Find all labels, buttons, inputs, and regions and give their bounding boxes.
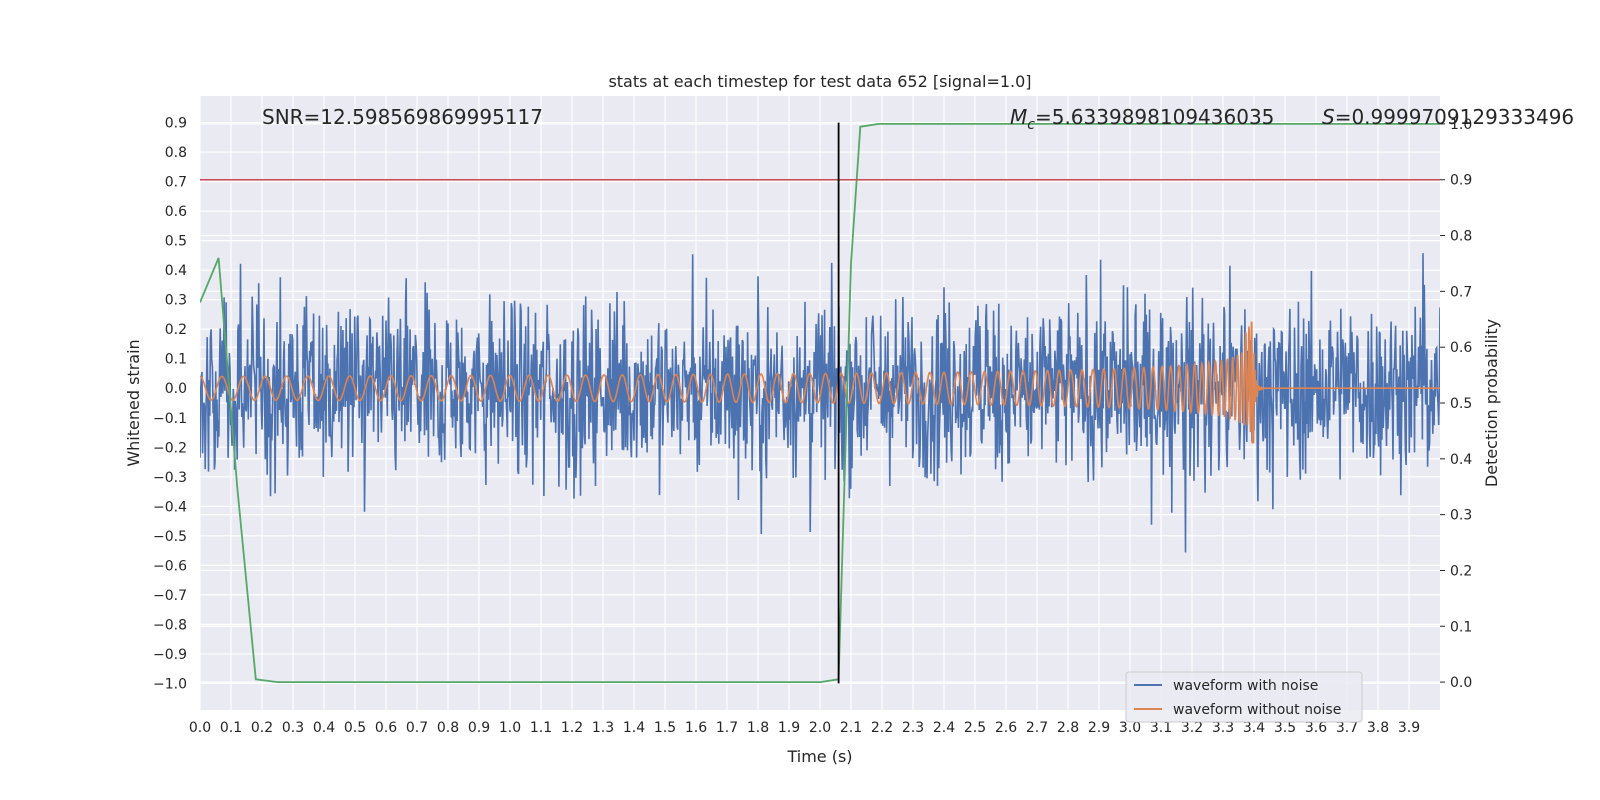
y2-tick-label: 0.3: [1450, 508, 1472, 524]
legend-label-noise: waveform with noise: [1173, 678, 1318, 694]
y2-tick-label: 0.8: [1450, 229, 1472, 245]
x-tick-label: 1.6: [685, 720, 707, 736]
y2-tick-label: 0.9: [1450, 173, 1472, 189]
x-tick-label: 1.3: [592, 720, 614, 736]
x-tick-label: 3.8: [1367, 720, 1389, 736]
x-tick-label: 0.0: [189, 720, 211, 736]
mc-annotation: Mc=5.6339898109436035: [1010, 105, 1274, 133]
x-tick-label: 1.1: [530, 720, 552, 736]
y-tick-label: −0.4: [153, 499, 187, 515]
x-tick-label: 2.2: [871, 720, 893, 736]
x-tick-label: 2.6: [995, 720, 1017, 736]
y2-tick-label: 0.4: [1450, 452, 1472, 468]
y-tick-label: 0.9: [165, 116, 187, 132]
x-tick-label: 2.3: [902, 720, 924, 736]
y-tick-label: 0.0: [165, 381, 187, 397]
x-tick-label: 1.9: [778, 720, 800, 736]
x-tick-label: 0.7: [406, 720, 428, 736]
x-tick-label: 2.5: [964, 720, 986, 736]
y-tick-label: −0.3: [153, 470, 187, 486]
y2-tick-label: 0.7: [1450, 284, 1472, 300]
y-axis-label: Whitened strain: [124, 339, 143, 466]
x-tick-label: 0.5: [344, 720, 366, 736]
s-annotation: S=0.9999709129333496: [1322, 105, 1574, 129]
y2-tick-label: 0.5: [1450, 396, 1472, 412]
y-tick-label: −0.8: [153, 617, 187, 633]
x-tick-label: 2.7: [1026, 720, 1048, 736]
series-layer: [200, 122, 1440, 684]
y-tick-label: 0.1: [165, 352, 187, 368]
y-tick-label: 0.4: [165, 263, 187, 279]
y-axis-ticks: 0.9 0.8 0.7 0.6 0.5 0.4 0.3 0.2 0.1 0.0 −0.1 −0.2 −0…: [153, 116, 187, 693]
x-tick-label: 1.4: [623, 720, 645, 736]
y-tick-label: −0.1: [153, 411, 187, 427]
y-tick-label: −0.9: [153, 647, 187, 663]
legend-box: [1125, 671, 1363, 723]
x-tick-label: 0.1: [220, 720, 242, 736]
y2-axis-label: Detection probability: [1482, 319, 1501, 487]
y-tick-label: 0.2: [165, 322, 187, 338]
legend: waveform with noise waveform without noi…: [1125, 671, 1363, 723]
snr-annotation: SNR=12.598569869995117: [262, 105, 543, 129]
y-tick-label: 0.8: [165, 145, 187, 161]
x-tick-label: 0.9: [468, 720, 490, 736]
x-tick-label: 0.4: [313, 720, 335, 736]
x-tick-label: 2.4: [933, 720, 955, 736]
x-tick-label: 0.2: [251, 720, 273, 736]
y-tick-label: 0.5: [165, 234, 187, 250]
x-tick-label: 2.9: [1088, 720, 1110, 736]
chart-title: stats at each timestep for test data 652…: [608, 72, 1031, 91]
x-axis-ticks: 0.0 0.1 0.2 0.3 0.4 0.5 0.6 0.7 0.8 0.9 1.0 1.1 1.2 1…: [189, 720, 1420, 736]
x-tick-label: 2.8: [1057, 720, 1079, 736]
x-tick-label: 2.1: [840, 720, 862, 736]
x-tick-label: 2.0: [809, 720, 831, 736]
mc-subscript: c: [1027, 117, 1035, 133]
legend-label-clean: waveform without noise: [1173, 702, 1341, 718]
series-waveform-without-noise: [200, 321, 1440, 444]
x-tick-label: 1.7: [716, 720, 738, 736]
x-tick-label: 1.0: [499, 720, 521, 736]
y2-tick-label: 1.0: [1450, 117, 1472, 133]
y-tick-label: −0.7: [153, 588, 187, 604]
x-tick-label: 3.1: [1150, 720, 1172, 736]
y-tick-label: −0.6: [153, 558, 187, 574]
s-value: =0.9999709129333496: [1335, 105, 1574, 129]
y2-tick-label: 0.0: [1450, 675, 1472, 691]
s-symbol: S: [1322, 105, 1335, 129]
x-tick-label: 1.2: [561, 720, 583, 736]
mc-symbol: M: [1010, 105, 1027, 129]
y-tick-label: 0.3: [165, 293, 187, 309]
series-detection-probability: [200, 123, 1440, 683]
x-tick-label: 0.8: [437, 720, 459, 736]
x-tick-label: 0.6: [375, 720, 397, 736]
y2-tick-label: 0.2: [1450, 563, 1472, 579]
x-tick-label: 3.5: [1274, 720, 1296, 736]
x-tick-label: 3.0: [1119, 720, 1141, 736]
y2-tick-label: 0.6: [1450, 340, 1472, 356]
x-tick-label: 1.8: [747, 720, 769, 736]
x-axis-label: Time (s): [786, 747, 852, 766]
x-tick-label: 3.3: [1212, 720, 1234, 736]
x-tick-label: 3.7: [1336, 720, 1358, 736]
y-tick-label: −1.0: [153, 676, 187, 692]
x-tick-label: 3.9: [1398, 720, 1420, 736]
mc-value: =5.6339898109436035: [1035, 105, 1274, 129]
y2-axis-ticks: 1.0 0.9 0.8 0.7 0.6 0.5 0.4 0.3 0.2 0.1 0.0: [1440, 117, 1472, 691]
x-tick-label: 3.6: [1305, 720, 1327, 736]
x-tick-label: 0.3: [282, 720, 304, 736]
y-tick-label: 0.7: [165, 175, 187, 191]
x-tick-label: 3.2: [1181, 720, 1203, 736]
y-tick-label: −0.5: [153, 529, 187, 545]
grid: [199, 96, 1440, 710]
y-tick-label: 0.6: [165, 204, 187, 220]
x-tick-label: 1.5: [654, 720, 676, 736]
y2-tick-label: 0.1: [1450, 619, 1472, 635]
x-tick-label: 3.4: [1243, 720, 1265, 736]
y-tick-label: −0.2: [153, 440, 187, 456]
